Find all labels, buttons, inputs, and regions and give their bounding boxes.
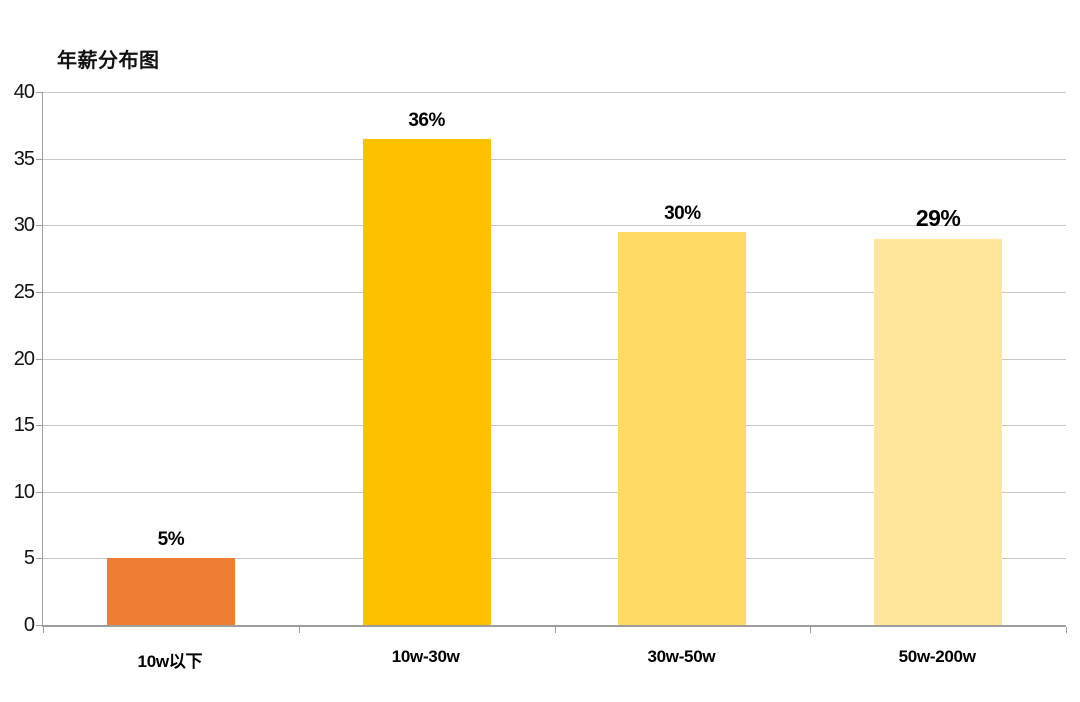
- gridline: [43, 491, 1066, 493]
- y-axis-tick-label: 0: [23, 614, 35, 636]
- gridline: [43, 225, 1066, 227]
- x-axis-category-label: 10w-30w: [391, 647, 460, 666]
- chart-title: 年薪分布图: [57, 50, 160, 72]
- x-axis-category-label: 10w以下: [137, 652, 203, 671]
- y-axis-tick: [36, 625, 42, 626]
- y-axis-tick-label: 15: [13, 414, 35, 437]
- y-axis-tick: [36, 158, 42, 160]
- y-axis-tick-label: 35: [13, 147, 35, 170]
- bar-10w以下: [106, 558, 235, 625]
- bar-value-label: 30%: [664, 202, 701, 224]
- y-axis-tick-label: 40: [13, 81, 35, 103]
- y-axis-tick: [36, 358, 42, 360]
- gridline: [43, 358, 1066, 360]
- x-axis-tick: [43, 627, 44, 633]
- bar-30w-50w: [618, 231, 747, 625]
- y-axis-tick-label: 25: [13, 280, 35, 303]
- y-axis-tick-label: 5: [23, 547, 35, 570]
- y-axis-tick-label: 20: [13, 347, 35, 370]
- plot-area: 5% 36% 30% 29%: [36, 92, 1067, 633]
- y-axis-tick: [36, 491, 42, 493]
- y-axis-tick: [36, 92, 42, 93]
- y-axis-tick: [36, 558, 42, 560]
- gridline: [43, 158, 1066, 160]
- bar-value-label: 36%: [408, 109, 445, 131]
- gridline: [43, 558, 1066, 560]
- gridline: [43, 92, 1066, 93]
- y-axis-tick: [36, 291, 42, 293]
- x-axis-category-label: 30w-50w: [647, 647, 716, 666]
- y-axis-tick-label: 30: [13, 214, 35, 237]
- bar-10w-30w: [362, 138, 491, 625]
- y-axis-tick-label: 10: [13, 480, 35, 503]
- x-axis-category-label: 50w-200w: [898, 647, 976, 666]
- y-axis-tick: [36, 425, 42, 427]
- bar-value-label: 29%: [915, 204, 961, 231]
- bar-50w-200w: [874, 238, 1003, 625]
- bar-value-label: 5%: [157, 529, 185, 551]
- gridline: [43, 425, 1066, 427]
- x-axis-tick: [1066, 627, 1067, 633]
- gridline: [43, 291, 1066, 293]
- x-axis-tick: [298, 627, 300, 633]
- y-axis-tick: [36, 225, 42, 227]
- x-axis-tick: [810, 627, 812, 633]
- x-axis-tick: [554, 627, 556, 633]
